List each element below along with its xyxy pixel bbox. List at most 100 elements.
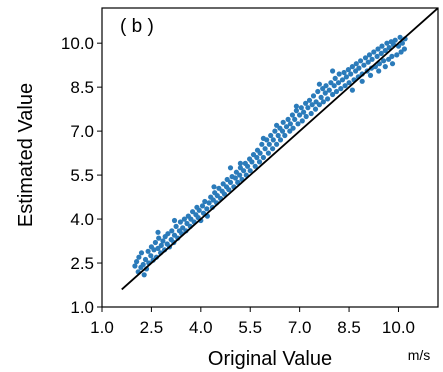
y-tick-label: 10.0 <box>61 34 94 53</box>
x-tick-label: 5.5 <box>238 318 262 337</box>
data-point <box>342 70 347 75</box>
data-point <box>295 121 300 126</box>
data-point <box>358 58 363 63</box>
reference-line <box>122 8 438 289</box>
data-point <box>148 253 153 258</box>
x-tick-label: 4.0 <box>189 318 213 337</box>
x-tick-label: 7.0 <box>288 318 312 337</box>
data-point <box>257 159 262 164</box>
data-point <box>333 76 338 81</box>
panel-label: ( b ) <box>120 16 154 37</box>
data-point <box>323 83 328 88</box>
data-point <box>321 99 326 104</box>
data-point <box>237 173 242 178</box>
data-point <box>370 57 375 62</box>
data-point <box>304 114 309 119</box>
y-axis-ticks: 1.02.54.05.57.08.510.0 <box>61 34 102 317</box>
data-point <box>254 155 259 160</box>
data-point <box>390 61 395 66</box>
y-tick-label: 2.5 <box>70 254 94 273</box>
y-tick-label: 5.5 <box>70 166 94 185</box>
data-point <box>402 46 407 51</box>
data-point <box>360 79 365 84</box>
data-point <box>325 96 330 101</box>
data-point <box>134 259 139 264</box>
data-point <box>315 89 320 94</box>
data-point <box>313 107 318 112</box>
data-point <box>327 88 332 93</box>
data-point <box>368 73 373 78</box>
data-point <box>211 184 216 189</box>
data-point <box>299 105 304 110</box>
data-point <box>356 66 361 71</box>
data-point <box>139 250 144 255</box>
data-point <box>278 137 283 142</box>
data-point <box>290 112 295 117</box>
data-point <box>389 54 394 59</box>
data-point <box>197 208 202 213</box>
data-point <box>394 52 399 57</box>
data-point <box>338 86 343 91</box>
data-point <box>379 44 384 49</box>
data-point <box>288 121 293 126</box>
data-point <box>258 151 263 156</box>
data-point <box>172 218 177 223</box>
data-point <box>272 129 277 134</box>
data-point <box>204 206 209 211</box>
data-point <box>361 63 366 68</box>
data-point <box>301 110 306 115</box>
data-point <box>294 104 299 109</box>
data-point <box>383 64 388 69</box>
data-point <box>271 137 276 142</box>
data-point <box>174 224 179 229</box>
data-point <box>274 142 279 147</box>
reference-line-layer <box>122 8 438 289</box>
data-point <box>241 168 246 173</box>
data-point <box>319 95 324 100</box>
data-point <box>305 105 310 110</box>
data-point <box>330 68 335 73</box>
data-point <box>309 111 314 116</box>
x-tick-label: 2.5 <box>140 318 164 337</box>
data-point <box>334 89 339 94</box>
data-point <box>268 133 273 138</box>
data-point <box>332 83 337 88</box>
data-point <box>146 249 151 254</box>
data-point <box>393 38 398 43</box>
data-point <box>344 74 349 79</box>
data-point <box>259 142 264 147</box>
data-point <box>153 240 158 245</box>
x-axis-ticks: 1.0 2.5 4.0 5.5 7.0 8.5 10.0 <box>90 307 415 337</box>
data-point <box>291 126 296 131</box>
y-tick-label: 4.0 <box>70 210 94 229</box>
data-point <box>136 255 141 260</box>
data-point <box>156 236 161 241</box>
data-point <box>207 200 212 205</box>
data-point <box>276 133 281 138</box>
x-axis-unit: m/s <box>408 347 431 363</box>
data-point <box>292 117 297 122</box>
data-point <box>270 146 275 151</box>
data-point <box>160 238 165 243</box>
x-axis-label: Original Value <box>208 348 332 370</box>
data-point <box>155 230 160 235</box>
data-point <box>263 146 268 151</box>
y-axis-label: Estimated Value <box>15 83 37 227</box>
data-point <box>249 159 254 164</box>
y-tick-label: 7.0 <box>70 122 94 141</box>
data-point <box>281 120 286 125</box>
x-tick-label: 10.0 <box>382 318 415 337</box>
data-point <box>317 82 322 87</box>
data-point <box>375 54 380 59</box>
data-point <box>141 262 146 267</box>
x-tick-label: 1.0 <box>90 318 114 337</box>
data-point <box>348 71 353 76</box>
data-point <box>354 61 359 66</box>
data-point <box>267 142 272 147</box>
y-tick-label: 8.5 <box>70 78 94 97</box>
data-point <box>233 175 238 180</box>
data-point <box>274 123 279 128</box>
data-point <box>228 180 233 185</box>
data-point <box>142 272 147 277</box>
